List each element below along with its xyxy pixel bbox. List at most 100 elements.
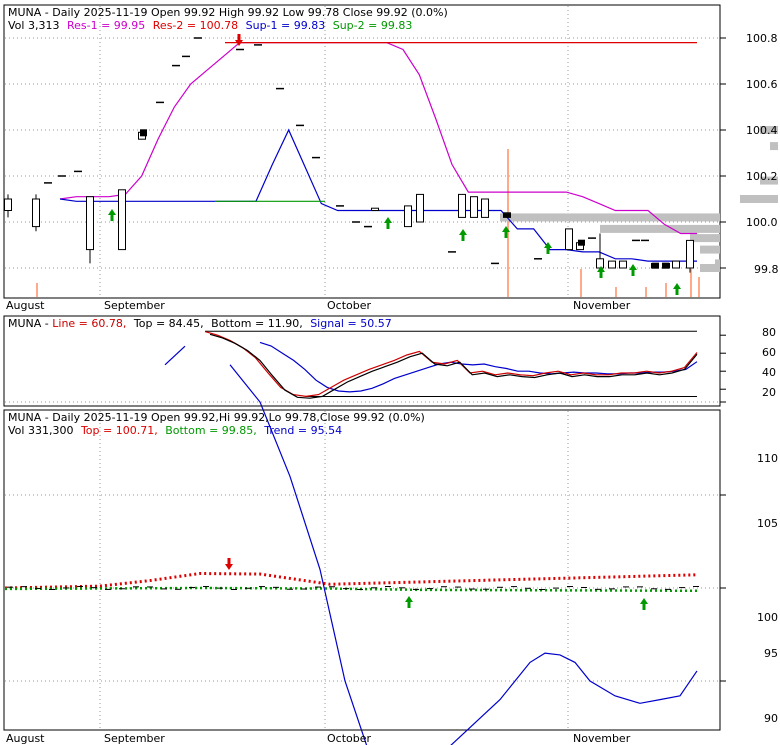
candle-body: [470, 196, 478, 218]
volume-profile-bars: [500, 126, 778, 272]
candle-filled: [652, 262, 659, 269]
y-tick-label: 100.2: [746, 170, 778, 183]
candle-body: [619, 260, 627, 269]
price-panel-legend: Vol 3,313 Res-1 = 99.95 Res-2 = 100.78 S…: [8, 19, 412, 32]
buy-arrow: [673, 283, 681, 295]
oscillator-lines: [204, 330, 726, 399]
osc-legend-top: Top = 84.45,: [133, 317, 204, 330]
candle-filled: [578, 239, 585, 246]
candle-body: [458, 193, 466, 218]
trend-panel-frame: [3, 409, 721, 731]
candle-filled: [662, 262, 669, 269]
y-tick-label: 60: [762, 346, 776, 359]
volume-bar: [645, 287, 647, 297]
price-signal-arrows: [108, 34, 681, 295]
x-tick-label: October: [327, 732, 371, 745]
volume-bar: [665, 283, 667, 297]
y-tick-label: 99.8: [754, 263, 779, 276]
candle-body: [32, 198, 40, 228]
y-tick-label: 90: [764, 712, 778, 725]
volume-profile-bar: [500, 213, 720, 222]
legend-sup2: Sup-2 = 99.83: [333, 19, 413, 32]
osc-legend-name: MUNA -: [8, 317, 52, 330]
legend-vol: Vol 3,313: [8, 19, 59, 32]
volume-bar: [690, 269, 692, 297]
x-tick-label: October: [327, 299, 371, 312]
price-candles: [4, 37, 694, 273]
volume-profile-bar: [700, 264, 720, 272]
volume-profile-bar: [700, 245, 720, 254]
candle-body: [565, 228, 573, 251]
candle-filled: [504, 213, 511, 218]
trend-legend-vol: Vol 331,300: [8, 424, 73, 437]
buy-arrow: [629, 264, 637, 276]
volume-profile-bar: [690, 234, 720, 243]
osc-legend-signal: Signal = 50.57: [310, 317, 392, 330]
trend-x-axis: August September October November: [6, 732, 631, 745]
y-tick-label: 20: [762, 386, 776, 399]
volume-profile-bar: [715, 259, 720, 268]
top-dotted-line: [4, 571, 698, 590]
buy-arrow: [502, 226, 510, 238]
y-tick-label: 110: [757, 452, 778, 465]
trend-legend-bottom: Bottom = 99.85,: [165, 424, 257, 437]
candle-filled: [140, 129, 147, 137]
price-panel-title: MUNA - Daily 2025-11-19 Open 99.92 High …: [8, 6, 448, 19]
candle-body: [404, 205, 412, 228]
buy-arrow: [597, 266, 605, 278]
trend-panel-title: MUNA - Daily 2025-11-19 Open 99.92,Hi 99…: [8, 411, 425, 424]
sell-arrow: [235, 34, 243, 46]
osc-legend-bottom: Bottom = 11.90,: [211, 317, 303, 330]
volume-bar: [507, 149, 509, 297]
buy-arrow: [108, 209, 116, 221]
candle-body: [416, 193, 424, 223]
volume-bar: [580, 269, 582, 297]
y-tick-label: 80: [762, 326, 776, 339]
volume-profile-bar: [740, 195, 778, 203]
volume-bar: [36, 283, 38, 297]
oscillator-y-axis: 80 60 40 20: [762, 326, 776, 399]
trend-line: [229, 364, 698, 745]
candle-body: [686, 239, 694, 269]
x-tick-label: September: [104, 299, 165, 312]
volume-bar: [698, 277, 700, 297]
osc-legend-line: Line = 60.78,: [52, 317, 126, 330]
osc-shadow-line: [209, 333, 698, 399]
y-tick-label: 105: [757, 517, 778, 530]
price-panel-grid: [5, 6, 726, 297]
candle-body: [118, 189, 126, 251]
y-tick-label: 40: [762, 366, 776, 379]
buy-arrow: [384, 217, 392, 229]
y-tick-label: 100: [757, 611, 778, 624]
x-tick-label: November: [573, 299, 631, 312]
sell-arrow: [225, 558, 233, 570]
trend-panel-lines: [4, 345, 699, 745]
y-tick-label: 100.6: [746, 78, 778, 91]
buy-arrow: [459, 229, 467, 241]
volume-profile-bar: [770, 142, 778, 151]
price-x-axis: August September October November: [6, 299, 631, 312]
trend-panel-legend: Vol 331,300 Top = 100.71, Bottom = 99.85…: [8, 424, 342, 437]
buy-arrow: [544, 242, 552, 254]
trend-y-axis: 110 105 100 95 90: [757, 452, 778, 725]
buy-arrow: [405, 596, 413, 608]
candle-body: [481, 198, 489, 218]
volume-bar: [615, 287, 617, 297]
candle-body: [86, 196, 94, 251]
y-tick-label: 100.8: [746, 32, 778, 45]
y-tick-label: 100.4: [746, 124, 778, 137]
trend-legend-trend: Trend = 95.54: [263, 424, 342, 437]
legend-res2: Res-2 = 100.78: [153, 19, 238, 32]
price-panel-frame: [3, 4, 721, 299]
legend-res1: Res-1 = 99.95: [67, 19, 145, 32]
trend-legend-top: Top = 100.71,: [80, 424, 158, 437]
volume-profile-bar: [760, 126, 778, 134]
y-tick-label: 95: [764, 647, 778, 660]
trend-line-start: [164, 345, 186, 366]
x-tick-label: September: [104, 732, 165, 745]
x-tick-label: November: [573, 732, 631, 745]
candle-body: [608, 260, 616, 269]
buy-arrow: [640, 598, 648, 610]
x-tick-label: August: [6, 299, 45, 312]
